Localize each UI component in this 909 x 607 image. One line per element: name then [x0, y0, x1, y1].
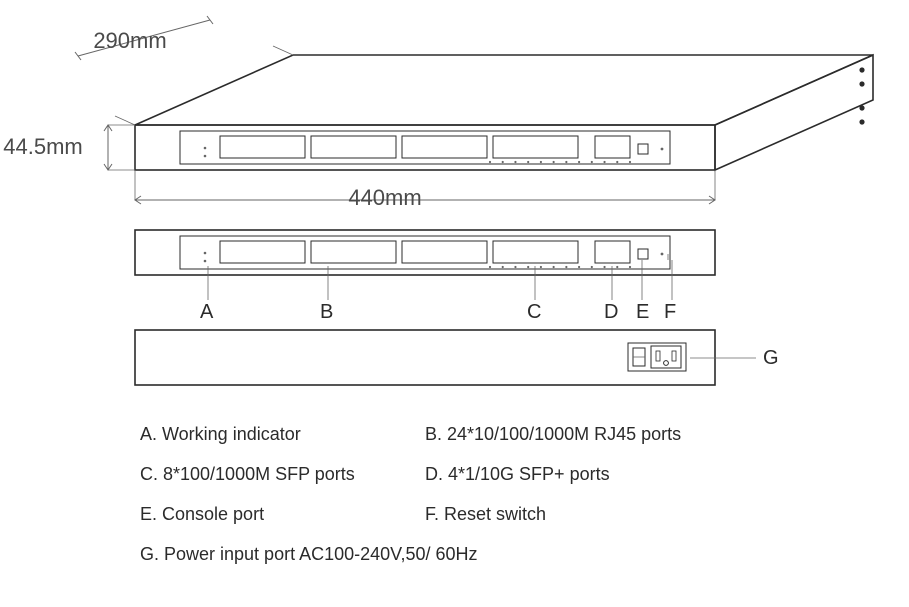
callout-C: C	[527, 301, 541, 323]
legend-item-E: E. Console port	[140, 504, 264, 524]
callout-D: D	[604, 301, 618, 323]
legend: A. Working indicator B. 24*10/100/1000M R…	[140, 424, 681, 564]
dim-width-label: 440mm	[348, 185, 421, 210]
dim-depth-label: 290mm	[93, 28, 166, 53]
legend-item-A: A. Working indicator	[140, 424, 301, 444]
legend-item-G: G. Power input port AC100-240V,50/ 60Hz	[140, 544, 478, 564]
rear-view: G	[135, 330, 779, 385]
legend-item-F: F. Reset switch	[425, 504, 546, 524]
callout-G: G	[763, 347, 779, 369]
callout-F: F	[664, 301, 676, 323]
callout-E: E	[636, 301, 649, 323]
perspective-view: 290mm 44.5mm	[3, 16, 873, 170]
front-view: A B C DEF	[135, 230, 715, 323]
dim-height-label: 44.5mm	[3, 134, 82, 159]
legend-item-C: C. 8*100/1000M SFP ports	[140, 464, 355, 484]
callout-B: B	[320, 301, 333, 323]
callout-A: A	[200, 301, 214, 323]
legend-item-B: B. 24*10/100/1000M RJ45 ports	[425, 424, 681, 444]
dim-width: 440mm	[135, 170, 715, 210]
legend-item-D: D. 4*1/10G SFP+ ports	[425, 464, 610, 484]
